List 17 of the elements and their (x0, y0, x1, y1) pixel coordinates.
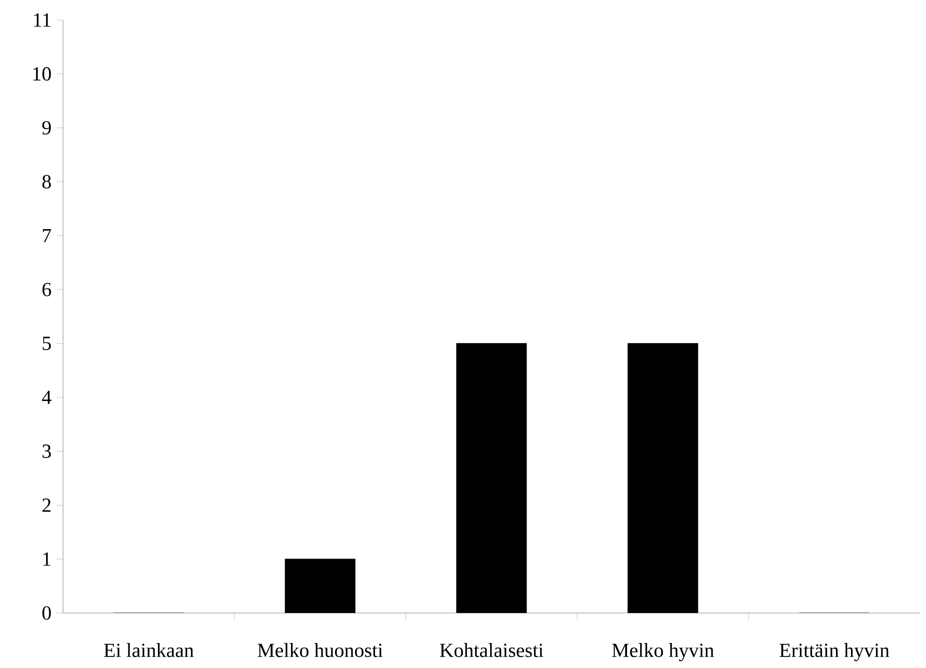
y-tick-label: 5 (42, 336, 51, 350)
y-tick-label: 2 (42, 498, 51, 512)
x-tick-label: Melko hyvin (612, 643, 714, 662)
x-tick-label: Ei lainkaan (104, 643, 194, 658)
y-tick-label: 0 (42, 606, 51, 620)
x-tick-label: Kohtalaisesti (440, 643, 544, 658)
x-tick-label: Melko huonosti (258, 643, 383, 658)
y-tick-label: 1 (43, 552, 50, 566)
y-tick-label: 6 (42, 282, 52, 296)
y-tick-label: 11 (34, 13, 50, 27)
y-tick-label: 3 (42, 444, 51, 458)
y-tick-label: 8 (42, 174, 51, 188)
x-tick-label: Erittäin hyvin (780, 643, 890, 662)
y-tick-label: 4 (42, 390, 52, 404)
y-tick-label: 7 (42, 229, 52, 242)
y-tick-label: 10 (33, 67, 51, 81)
y-tick-label: 9 (42, 121, 51, 135)
